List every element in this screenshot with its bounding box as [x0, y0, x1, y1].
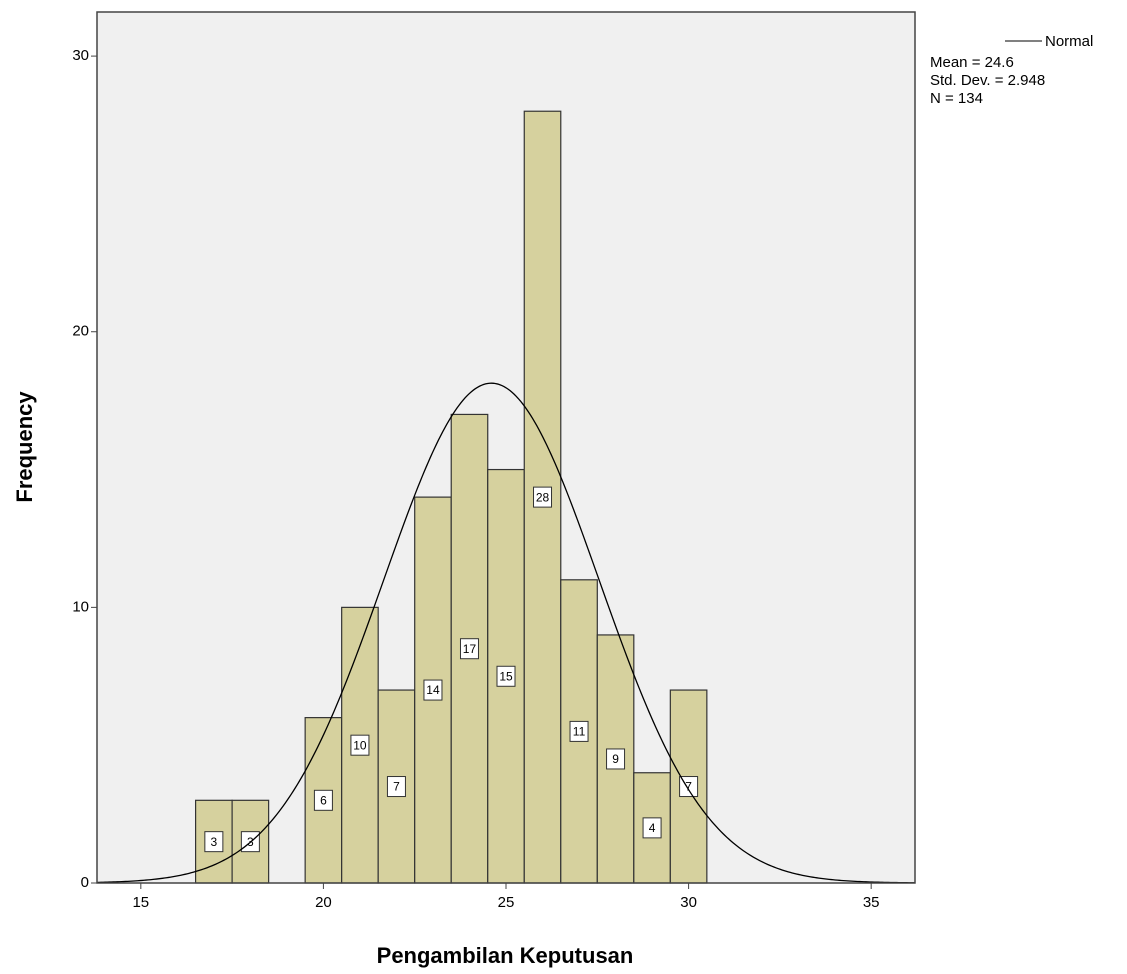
bar-label: 4: [649, 821, 656, 835]
label-box: [386, 776, 406, 798]
bar-label: 10: [353, 738, 367, 752]
label-box: [204, 831, 224, 853]
y-tick-label: 10: [72, 598, 89, 615]
legend-label: Normal: [1045, 33, 1093, 50]
label-box: [606, 748, 626, 770]
y-axis-title: Frequency: [12, 391, 37, 503]
stat-std: Std. Dev. = 2.948: [930, 72, 1045, 89]
label-box: [459, 638, 479, 660]
stat-mean: Mean = 24.6: [930, 54, 1014, 71]
label-box: [642, 817, 662, 839]
bar-label: 7: [685, 780, 692, 794]
x-tick-label: 25: [498, 894, 515, 911]
y-tick-label: 30: [72, 47, 89, 64]
bar: [377, 689, 416, 884]
x-axis-title: Pengambilan Keputusan: [377, 943, 634, 968]
bar-label: 17: [463, 642, 477, 656]
bar-label: 6: [320, 793, 327, 807]
label-box: [350, 734, 370, 756]
x-tick-label: 30: [680, 894, 697, 911]
bar-label: 7: [393, 780, 400, 794]
label-box: [569, 720, 589, 742]
label-box: [496, 665, 516, 687]
y-tick-label: 20: [72, 323, 89, 340]
normal-curve: [96, 382, 916, 884]
x-tick-label: 20: [315, 894, 332, 911]
bar-label: 11: [573, 725, 586, 739]
bar: [450, 413, 489, 884]
bar-label: 14: [426, 683, 440, 697]
bar-label: 3: [211, 835, 218, 849]
y-tick-label: 0: [81, 874, 89, 891]
bar-label: 28: [536, 490, 550, 504]
label-box: [423, 679, 443, 701]
bar-label: 15: [499, 669, 513, 683]
label-box: [313, 789, 333, 811]
x-tick-label: 15: [132, 894, 149, 911]
bar-label: 9: [612, 752, 619, 766]
x-tick-label: 35: [863, 894, 880, 911]
stat-n: N = 134: [930, 90, 983, 107]
label-box: [533, 486, 553, 508]
